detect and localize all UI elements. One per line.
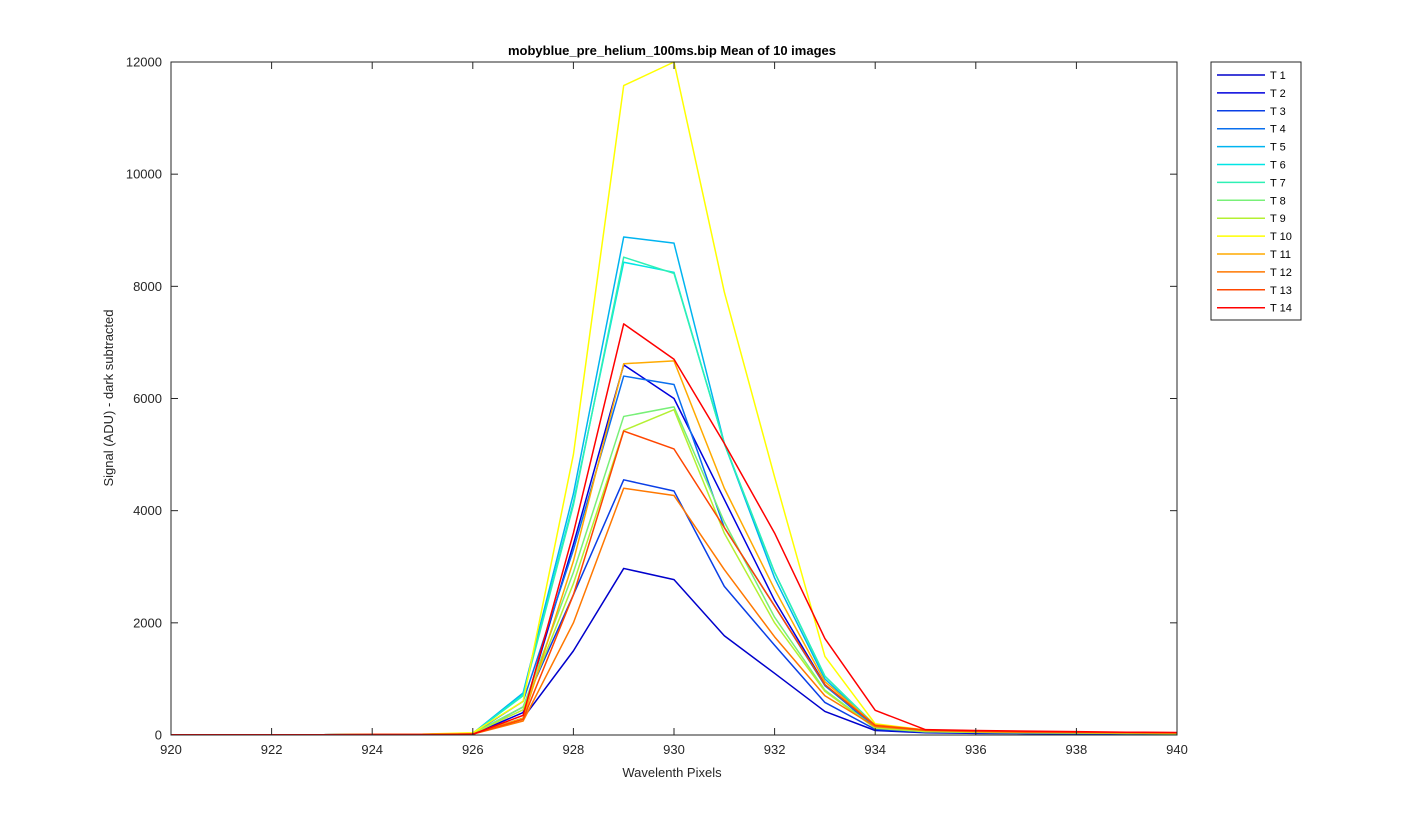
legend-label: T 2: [1270, 88, 1286, 100]
legend-label: T 6: [1270, 160, 1286, 172]
y-tick-label: 2000: [133, 615, 162, 630]
y-tick-label: 4000: [133, 503, 162, 518]
legend-box: [1210, 61, 1302, 321]
y-tick-label: 10000: [126, 167, 162, 182]
x-tick-label: 940: [1166, 742, 1188, 757]
legend-label: T 5: [1270, 142, 1286, 154]
x-axis-label: Wavelenth Pixels: [622, 765, 722, 780]
x-tick-label: 926: [462, 742, 484, 757]
y-tick-label: 6000: [133, 391, 162, 406]
x-tick-label: 928: [563, 742, 585, 757]
chart-title: mobyblue_pre_helium_100ms.bip Mean of 10…: [508, 43, 836, 58]
axes-box: [170, 61, 1178, 736]
y-tick-label: 8000: [133, 279, 162, 294]
legend-label: T 7: [1270, 177, 1286, 189]
legend-label: T 10: [1270, 231, 1292, 243]
legend-label: T 8: [1270, 195, 1286, 207]
x-tick-label: 932: [764, 742, 786, 757]
x-tick-label: 920: [160, 742, 182, 757]
y-tick-label: 0: [155, 728, 162, 743]
x-tick-label: 922: [261, 742, 283, 757]
legend: T 1 T 2 T 3 T 4 T 5 T 6 T 7 T 8 T 9 T 10 T 11 T 12 T…: [1210, 61, 1302, 321]
x-tick-label: 938: [1066, 742, 1088, 757]
legend-label: T 12: [1270, 267, 1292, 279]
legend-label: T 11: [1270, 249, 1291, 261]
ticks-layer: 920 922 924 926 928 930 932 934 936 938 940 0 2000 40…: [126, 55, 1188, 758]
x-tick-label: 930: [663, 742, 685, 757]
legend-label: T 14: [1270, 303, 1292, 315]
y-axis-label: Signal (ADU) - dark subtracted: [101, 309, 116, 486]
legend-label: T 9: [1270, 213, 1286, 225]
y-tick-label: 12000: [126, 55, 162, 70]
legend-entries: T 1 T 2 T 3 T 4 T 5 T 6 T 7 T 8 T 9 T 10 T 11 T 12 T…: [1217, 70, 1292, 315]
x-tick-label: 936: [965, 742, 987, 757]
legend-label: T 1: [1270, 70, 1286, 82]
x-tick-label: 934: [864, 742, 886, 757]
legend-label: T 3: [1270, 106, 1286, 118]
legend-label: T 4: [1270, 124, 1286, 136]
x-tick-label: 924: [361, 742, 383, 757]
legend-label: T 13: [1270, 285, 1292, 297]
